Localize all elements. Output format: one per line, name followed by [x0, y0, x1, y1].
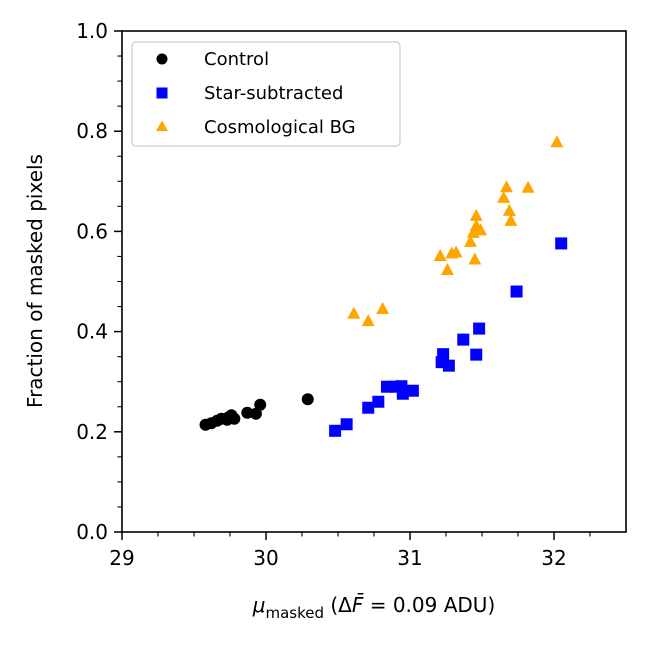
y-tick-label-0.6: 0.6 — [76, 219, 108, 243]
cosmological-bg-point — [433, 248, 447, 261]
legend-box — [131, 41, 401, 147]
star-subtracted-point — [442, 359, 455, 372]
plot-frame — [121, 30, 627, 533]
star-subtracted-point — [457, 333, 470, 346]
control-point — [228, 412, 241, 425]
control-point — [254, 398, 267, 411]
y-axis-label: Fraction of masked pixels — [23, 154, 47, 408]
star-subtracted-point — [406, 384, 419, 397]
cosmological-bg-point — [376, 302, 390, 315]
y-tick-label-1.0: 1.0 — [76, 19, 108, 43]
cosmological-bg-point — [499, 180, 513, 193]
y-tick-label-0.2: 0.2 — [76, 420, 108, 444]
star-subtracted-point — [510, 285, 523, 298]
legend-star-subtracted-marker — [156, 87, 168, 99]
series-control — [199, 393, 314, 431]
cosmological-bg-point — [550, 135, 564, 148]
star-subtracted-point — [329, 424, 342, 437]
x-axis-label: μmasked (ΔF̄ = 0.09 ADU) — [252, 592, 496, 622]
legend-star-subtracted-label: Star-subtracted — [204, 83, 343, 104]
x-axis-label-fbar: F̄ — [352, 592, 364, 617]
star-subtracted-point — [437, 348, 450, 361]
control-point — [301, 393, 314, 406]
legend-control-marker — [156, 53, 168, 65]
legend-cosmological-bg-label: Cosmological BG — [204, 117, 356, 138]
star-subtracted-point — [473, 322, 486, 335]
cosmological-bg-point — [449, 245, 463, 258]
y-tick-label-0.0: 0.0 — [76, 520, 108, 544]
x-tick-label-29: 29 — [109, 546, 134, 570]
star-subtracted-point — [340, 418, 353, 431]
series-star-subtracted — [329, 237, 568, 437]
legend: Control Star-subtracted Cosmological BG — [131, 41, 401, 147]
legend-cosmological-bg-marker — [156, 120, 168, 131]
cosmological-bg-point — [440, 262, 454, 275]
y-tick-label-0.8: 0.8 — [76, 119, 108, 143]
x-axis-label-open: (Δ — [324, 593, 352, 617]
y-tick-label-0.4: 0.4 — [76, 320, 108, 344]
star-subtracted-point — [362, 401, 375, 414]
star-subtracted-point — [470, 348, 483, 361]
cosmological-bg-point — [463, 234, 477, 247]
axis-ticks: 29 30 31 32 0.0 0.2 0.4 0.6 0.8 1.0 — [76, 19, 591, 570]
star-subtracted-point — [555, 237, 568, 250]
x-axis-label-subscript: masked — [265, 604, 324, 622]
cosmological-bg-point — [469, 208, 483, 221]
cosmological-bg-point — [361, 314, 375, 327]
cosmological-bg-point — [347, 306, 361, 319]
data-marks — [199, 135, 568, 437]
control-point — [249, 407, 262, 420]
x-axis-label-rest: = 0.09 ADU) — [363, 593, 495, 617]
cosmological-bg-point — [521, 180, 535, 193]
star-subtracted-point — [372, 395, 385, 408]
star-subtracted-point — [396, 387, 409, 400]
x-tick-label-31: 31 — [397, 546, 422, 570]
legend-control-label: Control — [204, 49, 269, 70]
cosmological-bg-point — [474, 223, 488, 236]
cosmological-bg-point — [497, 190, 511, 203]
series-cosmological-bg — [347, 135, 564, 327]
cosmological-bg-point — [504, 213, 518, 226]
x-axis-label-mu: μ — [252, 593, 266, 617]
cosmological-bg-point — [468, 252, 482, 265]
x-tick-label-30: 30 — [253, 546, 278, 570]
x-tick-label-32: 32 — [541, 546, 566, 570]
cosmological-bg-point — [502, 203, 516, 216]
